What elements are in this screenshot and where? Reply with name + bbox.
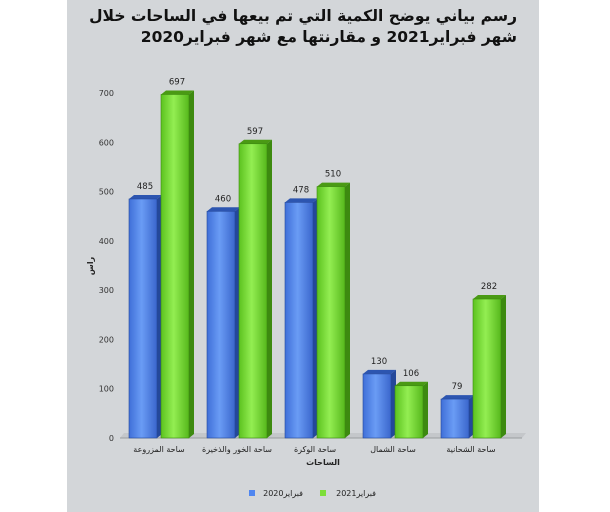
y-axis-title: راس (86, 256, 96, 275)
bar (238, 143, 268, 439)
legend: فبراير2020 فبراير2021 (249, 489, 376, 498)
x-category-label: ساحة الوكرة (294, 445, 336, 454)
bar-top-face (441, 395, 474, 400)
bar-top-face (473, 295, 506, 300)
y-tick-label: 600 (99, 138, 114, 147)
legend-label: فبراير2021 (336, 489, 376, 498)
bar-top-face (363, 369, 396, 374)
bar (160, 94, 190, 439)
bar-value-label: 597 (247, 127, 263, 137)
legend-swatch (320, 490, 326, 496)
bar-side-face (423, 381, 428, 438)
bar-top-face (395, 381, 428, 386)
bar (362, 373, 392, 439)
category-labels: ساحة المزروعة ساحة الخور والذخيرة ساحة الو… (133, 445, 496, 454)
x-category-label: ساحة المزروعة (133, 445, 185, 454)
bar-value-label: 478 (293, 185, 309, 195)
x-category-label: ساحة الشمال (370, 445, 416, 454)
bar (472, 298, 502, 439)
legend-swatch (249, 490, 255, 496)
bar-value-label: 130 (371, 357, 387, 367)
y-tick-label: 100 (99, 385, 114, 394)
bar-top-face (161, 90, 194, 95)
y-tick-label: 300 (99, 286, 114, 295)
x-category-label: ساحة الخور والذخيرة (202, 445, 272, 454)
y-tick-label: 400 (99, 237, 114, 246)
bar-top-face (207, 207, 240, 212)
bar-value-label: 282 (481, 282, 497, 292)
y-tick-label: 700 (99, 89, 114, 98)
bar (440, 398, 470, 439)
y-axis-ticks: 0 100 200 300 400 500 600 700 (99, 89, 114, 443)
bar (206, 210, 236, 439)
bar-top-face (129, 194, 162, 199)
value-labels: 485 697 460 597 478 510 130 106 79 282 (137, 77, 497, 392)
bar (128, 198, 158, 439)
bar-side-face (189, 90, 194, 438)
legend-label: فبراير2020 (263, 489, 303, 498)
bar-top-face (285, 198, 318, 203)
bar-side-face (345, 182, 350, 438)
y-tick-label: 500 (99, 188, 114, 197)
x-axis-title: الساحات (306, 458, 340, 467)
bar-value-label: 485 (137, 182, 153, 192)
bar-value-label: 79 (452, 382, 463, 392)
y-tick-label: 200 (99, 335, 114, 344)
bar-top-face (317, 182, 350, 187)
bar-value-label: 106 (403, 369, 419, 379)
x-category-label: ساحة الشحانية (446, 445, 496, 454)
bar (316, 186, 346, 439)
bar-side-face (267, 139, 272, 438)
bar (284, 202, 314, 439)
bar-side-face (501, 295, 506, 438)
y-tick-label: 0 (109, 434, 114, 443)
chart-title: رسم بياني يوضح الكمية التي تم بيعها في ا… (89, 7, 517, 46)
bar-value-label: 460 (215, 194, 231, 204)
bar-top-face (239, 139, 272, 144)
bar (394, 385, 424, 439)
bar-value-label: 697 (169, 77, 185, 87)
bars-group (128, 90, 506, 439)
bar-value-label: 510 (325, 170, 341, 180)
